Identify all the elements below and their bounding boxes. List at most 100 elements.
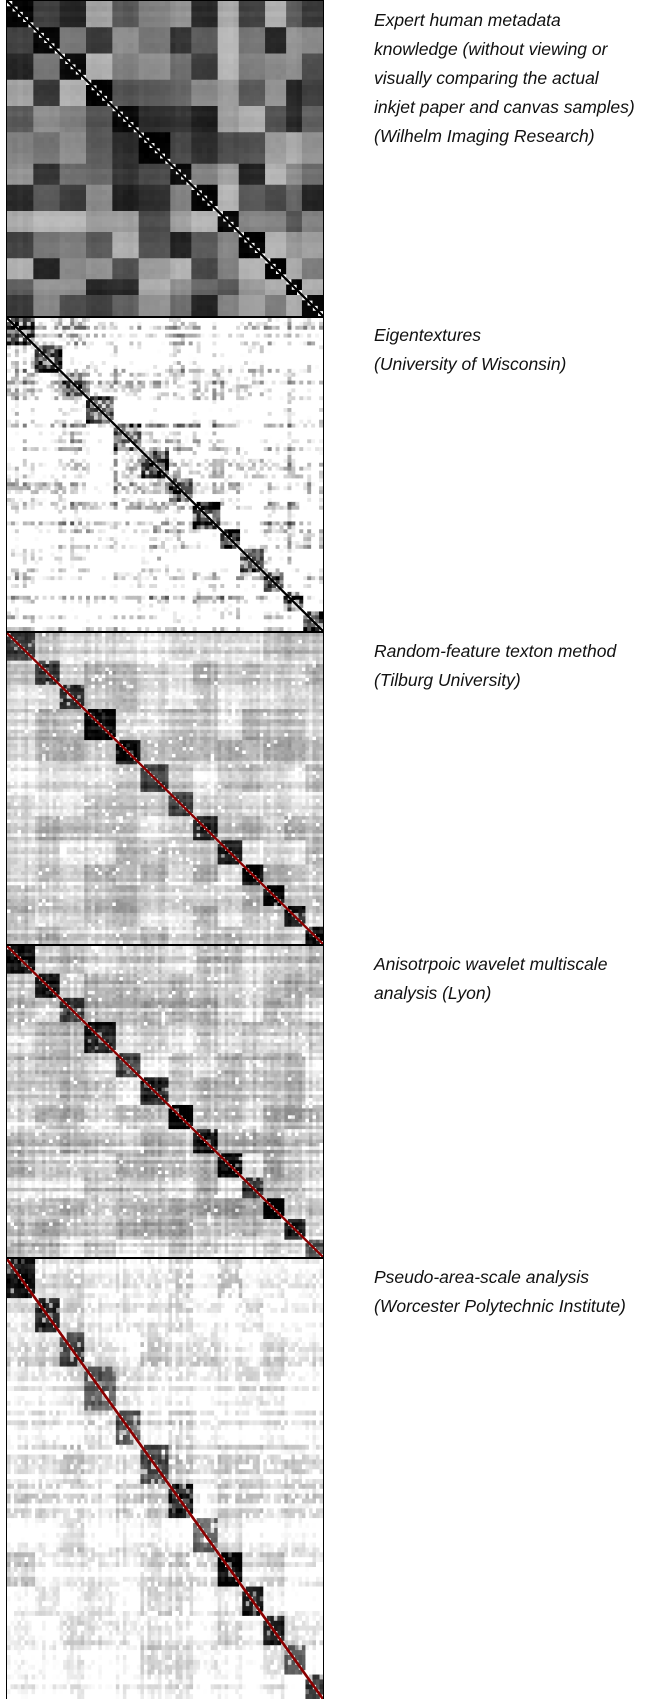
matrix-cell xyxy=(28,289,34,296)
matrix-cell xyxy=(170,32,176,39)
matrix-cell xyxy=(220,364,225,370)
matrix-cell xyxy=(133,353,138,358)
matrix-cell xyxy=(7,195,13,201)
matrix-cell xyxy=(301,226,308,233)
matrix-cell xyxy=(96,74,103,81)
matrix-cell xyxy=(30,345,36,350)
matrix-cell xyxy=(161,333,166,338)
matrix-cell xyxy=(249,121,255,128)
matrix-cell xyxy=(138,148,145,154)
matrix-cell xyxy=(121,349,126,354)
matrix-cell xyxy=(270,310,276,316)
matrix-cell xyxy=(186,85,192,91)
matrix-cell xyxy=(43,142,50,149)
matrix-cell xyxy=(121,372,126,378)
matrix-cell xyxy=(217,106,224,112)
matrix-cell xyxy=(265,195,271,201)
matrix-cell xyxy=(259,300,266,306)
matrix-cell xyxy=(22,226,29,233)
matrix-cell xyxy=(12,58,18,65)
matrix-cell xyxy=(201,153,208,159)
matrix-cell xyxy=(291,79,298,86)
matrix-cell xyxy=(275,232,282,238)
matrix-cell xyxy=(101,1,108,7)
matrix-cell xyxy=(12,216,18,222)
matrix-cell xyxy=(286,205,292,212)
matrix-cell xyxy=(238,174,245,180)
matrix-cell xyxy=(249,6,255,12)
matrix-cell xyxy=(70,100,76,107)
matrix-cell xyxy=(91,79,97,86)
matrix-cell xyxy=(201,95,208,102)
matrix-cell xyxy=(34,329,39,335)
matrix-cell xyxy=(149,127,155,133)
matrix-cell xyxy=(64,274,71,280)
matrix-cell xyxy=(286,79,292,86)
matrix-cell xyxy=(307,79,313,86)
matrix-cell xyxy=(75,221,82,228)
matrix-cell xyxy=(96,279,103,285)
matrix-cell xyxy=(170,100,176,107)
matrix-cell xyxy=(101,310,108,316)
matrix-cell xyxy=(220,357,225,362)
matrix-cell xyxy=(38,184,45,191)
matrix-cell xyxy=(170,27,176,33)
matrix-cell xyxy=(312,111,319,117)
matrix-cell xyxy=(33,53,39,60)
matrix-cell xyxy=(212,179,219,186)
matrix-cell xyxy=(64,263,71,270)
matrix-cell xyxy=(59,190,66,196)
matrix-cell xyxy=(117,318,122,323)
matrix-cell xyxy=(78,325,83,331)
matrix-cell xyxy=(141,353,146,358)
matrix-cell xyxy=(128,132,134,138)
matrix-cell xyxy=(249,310,255,316)
matrix-cell xyxy=(259,384,265,389)
matrix-cell xyxy=(122,274,129,280)
matrix-cell xyxy=(286,121,292,128)
matrix-cell xyxy=(251,384,257,389)
matrix-cell xyxy=(80,232,87,238)
matrix-cell xyxy=(200,333,205,338)
matrix-cell xyxy=(212,85,219,91)
matrix-cell xyxy=(161,384,166,389)
matrix-cell xyxy=(7,169,13,175)
matrix-cell xyxy=(196,268,203,275)
matrix-cell xyxy=(238,106,245,112)
matrix-cell xyxy=(117,200,124,207)
matrix-cell xyxy=(153,376,158,381)
matrix-cell xyxy=(159,247,166,254)
matrix-cell xyxy=(128,295,134,301)
matrix-cell xyxy=(91,232,97,238)
matrix-cell xyxy=(154,127,161,133)
matrix-cell xyxy=(301,95,308,102)
matrix-cell xyxy=(180,329,186,335)
matrix-cell xyxy=(207,310,213,316)
matrix-cell xyxy=(59,211,66,217)
matrix-cell xyxy=(307,237,313,243)
matrix-cell xyxy=(109,357,115,362)
matrix-cell xyxy=(259,58,266,65)
matrix-cell xyxy=(101,211,108,217)
matrix-cell xyxy=(286,300,292,306)
matrix-cell xyxy=(251,329,257,335)
matrix-cell xyxy=(133,337,138,342)
matrix-cell xyxy=(75,53,82,60)
matrix-cell xyxy=(170,268,176,275)
matrix-cell xyxy=(117,58,124,65)
matrix-cell xyxy=(265,253,271,259)
matrix-cell xyxy=(287,329,292,335)
matrix-cell xyxy=(270,32,276,39)
matrix-cell xyxy=(89,376,95,381)
matrix-cell xyxy=(315,353,320,358)
matrix-cell xyxy=(301,184,308,191)
matrix-cell xyxy=(228,268,234,275)
matrix-cell xyxy=(186,158,192,165)
matrix-cell xyxy=(315,357,320,362)
matrix-cell xyxy=(291,325,296,331)
matrix-cell xyxy=(33,169,39,175)
matrix-cell xyxy=(212,132,219,138)
matrix-cell xyxy=(82,345,87,350)
matrix-cell xyxy=(222,300,229,306)
matrix-cell xyxy=(196,111,203,117)
